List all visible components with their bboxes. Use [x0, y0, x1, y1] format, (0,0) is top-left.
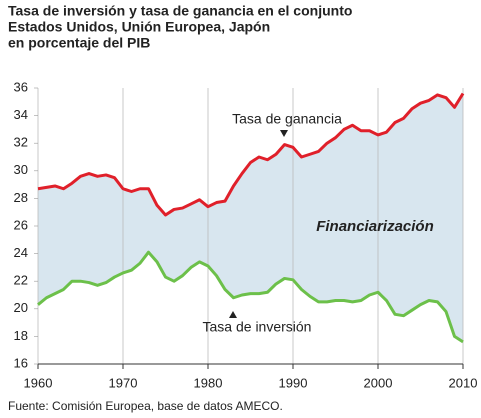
x-tick-label: 2000	[364, 375, 393, 390]
series-label: Tasa de inversión	[203, 319, 312, 335]
annotation: Financiarización	[316, 218, 434, 235]
arrow	[229, 311, 237, 318]
y-tick-label: 26	[14, 217, 28, 232]
x-tick-label: 1980	[194, 375, 223, 390]
y-tick-label: 16	[14, 355, 28, 370]
series-label: Tasa de ganancia	[232, 111, 342, 127]
chart-title: Estados Unidos, Unión Europea, Japón	[8, 19, 270, 35]
x-tick-label: 2010	[449, 375, 478, 390]
band-fill	[38, 93, 463, 342]
y-tick-label: 32	[14, 135, 28, 150]
series-line	[37, 92, 465, 217]
source: Fuente: Comisión Europea, base de datos …	[8, 399, 283, 413]
chart-title: en porcentaje del PIB	[8, 35, 150, 51]
y-tick-label: 18	[14, 328, 28, 343]
x-tick-label: 1960	[24, 375, 53, 390]
chart-title: Tasa de inversión y tasa de ganancia en …	[8, 3, 352, 19]
y-tick-label: 20	[14, 300, 28, 315]
y-tick-label: 22	[14, 273, 28, 288]
y-tick-label: 28	[14, 190, 28, 205]
y-tick-label: 30	[14, 162, 28, 177]
y-tick-label: 34	[14, 107, 28, 122]
arrow	[280, 130, 288, 137]
x-tick-label: 1970	[109, 375, 138, 390]
y-tick-label: 24	[14, 245, 28, 260]
x-tick-label: 1990	[279, 375, 308, 390]
y-tick-label: 36	[14, 79, 28, 94]
series-line	[37, 250, 464, 344]
